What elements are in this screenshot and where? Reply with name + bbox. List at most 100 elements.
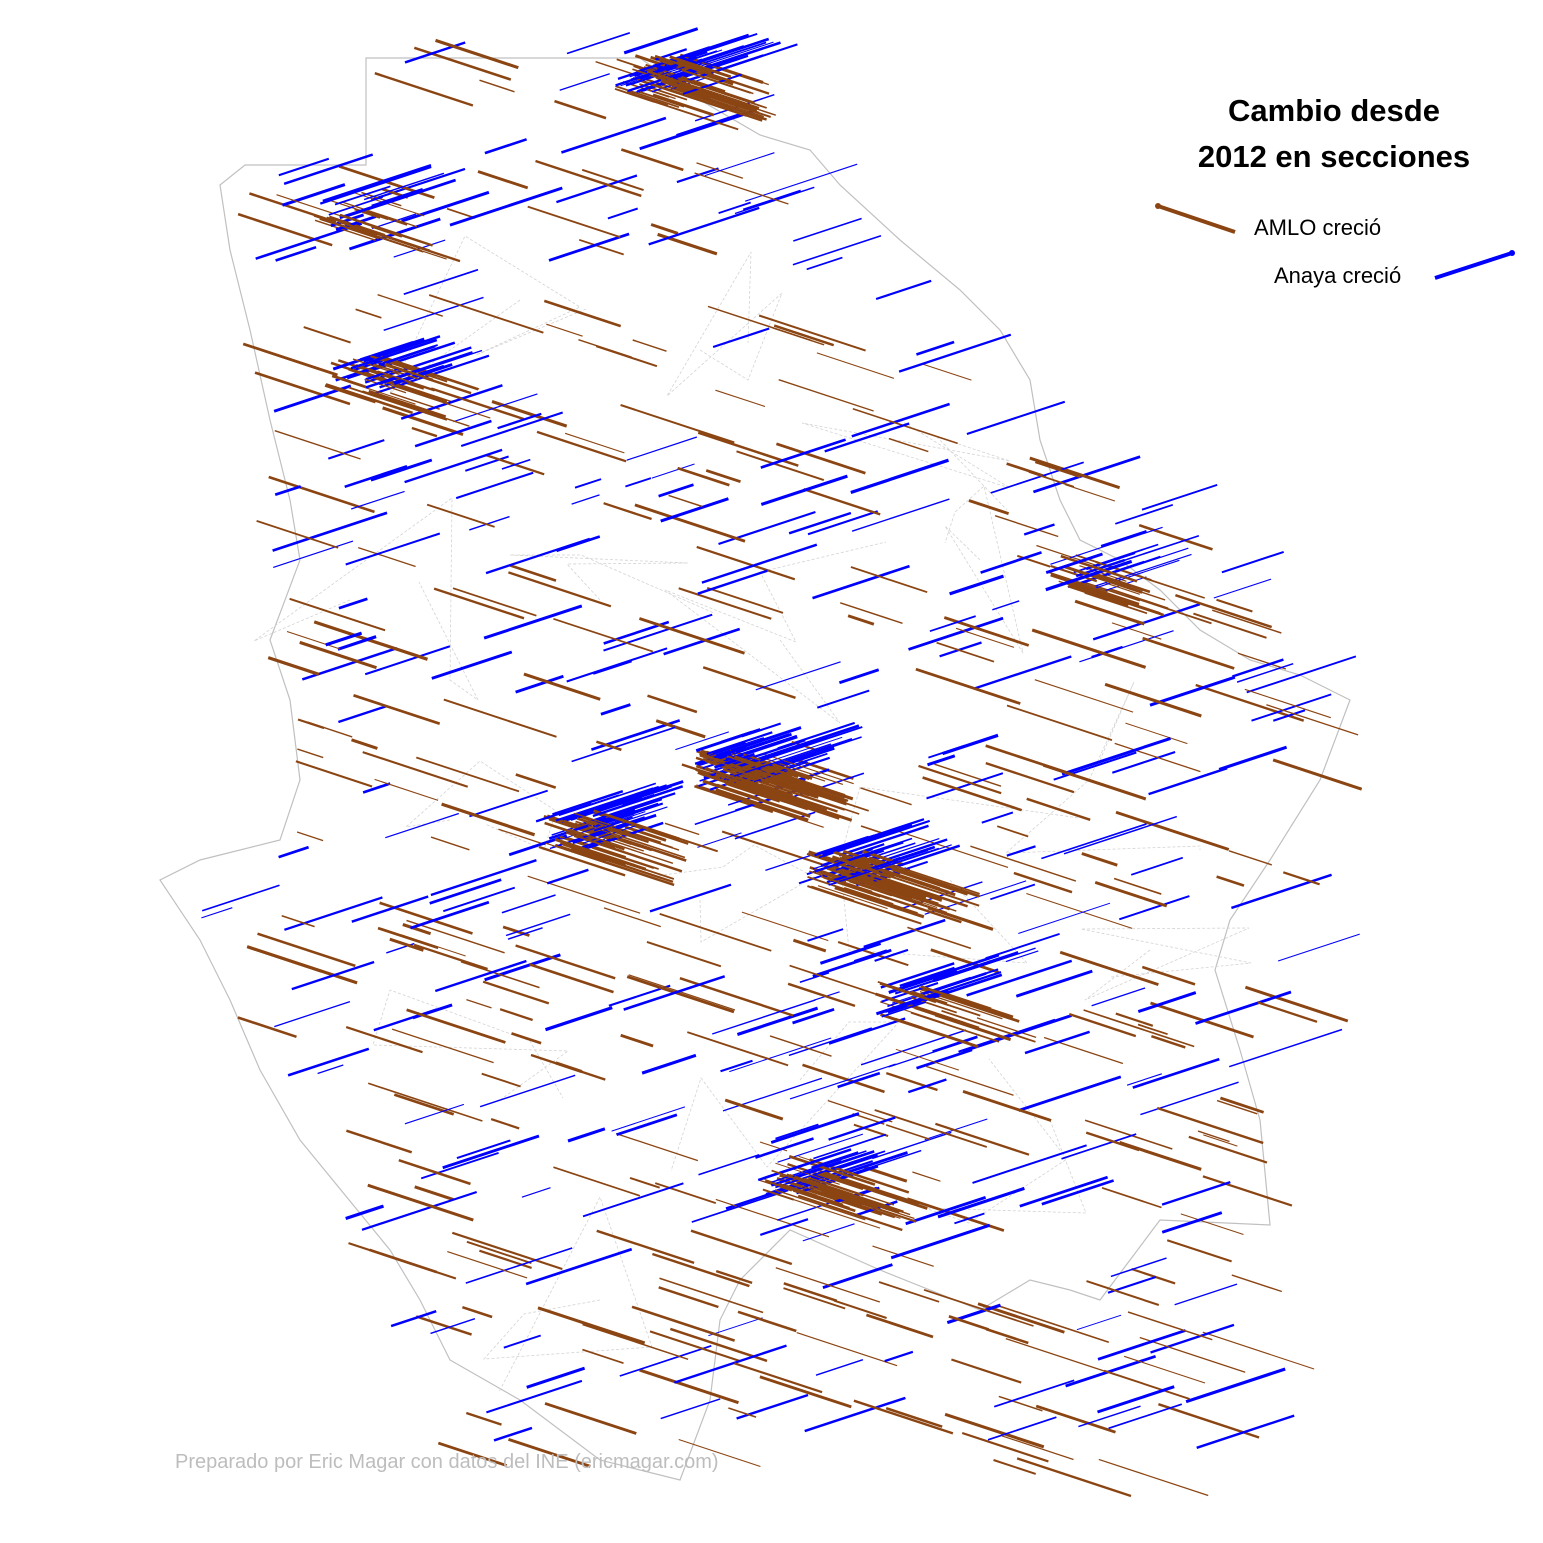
amlo-arrow xyxy=(837,941,909,967)
anaya-arrow xyxy=(987,1416,1057,1441)
amlo-arrow xyxy=(1257,1001,1318,1023)
amlo-arrow xyxy=(441,802,536,837)
anaya-arrow xyxy=(201,884,280,912)
amlo-arrow xyxy=(632,68,745,108)
anaya-arrow xyxy=(338,597,368,610)
amlo-arrow xyxy=(925,1065,1014,1096)
anaya-arrow xyxy=(566,647,668,683)
amlo-arrow xyxy=(1098,1458,1209,1497)
amlo-arrow xyxy=(907,926,972,950)
amlo-arrow xyxy=(237,212,333,247)
amlo-arrow xyxy=(411,426,438,438)
anaya-arrow xyxy=(505,913,571,937)
anaya-arrow xyxy=(838,824,929,857)
anaya-arrow xyxy=(345,532,441,566)
amlo-arrow xyxy=(677,77,767,109)
anaya-arrow xyxy=(1111,751,1176,774)
amlo-arrow xyxy=(1026,797,1091,822)
anaya-arrow xyxy=(282,183,346,207)
amlo-arrow xyxy=(1195,683,1305,722)
amlo-arrow xyxy=(1131,1267,1176,1285)
amlo-arrow xyxy=(743,753,794,772)
anaya-arrow xyxy=(571,494,600,505)
municipal-border xyxy=(389,235,587,394)
anaya-arrow xyxy=(579,838,606,850)
amlo-arrow xyxy=(680,77,756,104)
amlo-arrow xyxy=(1125,722,1188,745)
anaya-arrow xyxy=(828,847,940,886)
amlo-arrow xyxy=(629,1176,661,1189)
amlo-arrow xyxy=(775,1162,840,1185)
anaya-arrow xyxy=(364,346,472,384)
amlo-arrow xyxy=(1100,591,1140,607)
amlo-arrow xyxy=(452,587,537,617)
amlo-arrow xyxy=(588,819,680,851)
amlo-arrow xyxy=(1016,1457,1132,1498)
state-outline xyxy=(159,57,1351,1481)
municipal-border xyxy=(372,989,570,1101)
amlo-arrow xyxy=(299,640,377,670)
amlo-arrow xyxy=(1035,1404,1116,1434)
amlo-arrow xyxy=(802,1185,901,1219)
amlo-arrow xyxy=(364,210,408,226)
amlo-arrow xyxy=(574,812,616,828)
amlo-arrow xyxy=(1042,763,1147,801)
amlo-arrow xyxy=(816,352,895,379)
anaya-arrow xyxy=(434,959,527,993)
anaya-arrow xyxy=(619,1344,712,1377)
amlo-arrow xyxy=(1211,609,1282,634)
anaya-arrow xyxy=(789,1063,896,1100)
amlo-arrow xyxy=(565,831,622,852)
amlo-arrow xyxy=(626,975,735,1014)
amlo-arrow xyxy=(582,1323,689,1361)
anaya-arrow xyxy=(607,207,639,220)
anaya-arrow xyxy=(575,792,676,828)
amlo-arrow xyxy=(1031,628,1147,669)
anaya-arrow xyxy=(745,163,858,202)
anaya-arrow xyxy=(365,351,473,389)
amlo-arrow xyxy=(1028,471,1075,488)
amlo-arrow xyxy=(1175,594,1273,629)
amlo-arrow xyxy=(529,963,614,994)
anaya-arrow xyxy=(1195,990,1292,1025)
anaya-arrow xyxy=(851,402,951,438)
amlo-arrow xyxy=(435,38,519,70)
anaya-arrow xyxy=(1078,1405,1141,1428)
anaya-arrow xyxy=(908,616,1004,651)
amlo-arrow xyxy=(1006,704,1113,741)
amlo-arrow xyxy=(570,847,674,883)
anaya-arrow xyxy=(371,213,417,230)
amlo-arrow xyxy=(339,213,433,247)
municipal-border xyxy=(1004,681,1201,854)
anaya-arrow xyxy=(274,485,302,497)
anaya-arrow xyxy=(1132,1057,1220,1089)
amlo-arrow xyxy=(1046,570,1108,593)
amlo-arrow xyxy=(1084,581,1141,602)
anaya-arrow xyxy=(1019,1175,1109,1208)
anaya-arrow xyxy=(874,948,909,962)
amlo-arrow xyxy=(853,1399,954,1435)
amlo-arrow xyxy=(922,363,972,381)
anaya-arrow xyxy=(962,1014,1072,1053)
amlo-arrow xyxy=(364,378,407,394)
amlo-arrow xyxy=(681,55,770,86)
amlo-arrow xyxy=(628,974,736,1011)
amlo-arrow xyxy=(1093,572,1151,594)
anaya-arrow xyxy=(718,510,816,546)
amlo-arrow xyxy=(996,1304,1110,1343)
amlo-arrow xyxy=(888,437,929,453)
anaya-arrow xyxy=(759,1218,809,1236)
anaya-arrow xyxy=(283,153,374,185)
anaya-arrow xyxy=(658,41,767,79)
amlo-arrow xyxy=(726,755,816,787)
amlo-arrow xyxy=(297,748,324,759)
state-border xyxy=(159,57,1351,1481)
legend-amlo-swatch xyxy=(1157,204,1236,234)
anaya-arrow xyxy=(1097,1329,1186,1361)
anaya-arrow xyxy=(582,1182,684,1218)
anaya-arrow xyxy=(1065,1354,1157,1388)
amlo-arrow xyxy=(638,617,745,655)
anaya-arrow xyxy=(1041,823,1147,860)
anaya-arrow xyxy=(764,1161,813,1179)
anaya-arrow xyxy=(714,752,755,769)
